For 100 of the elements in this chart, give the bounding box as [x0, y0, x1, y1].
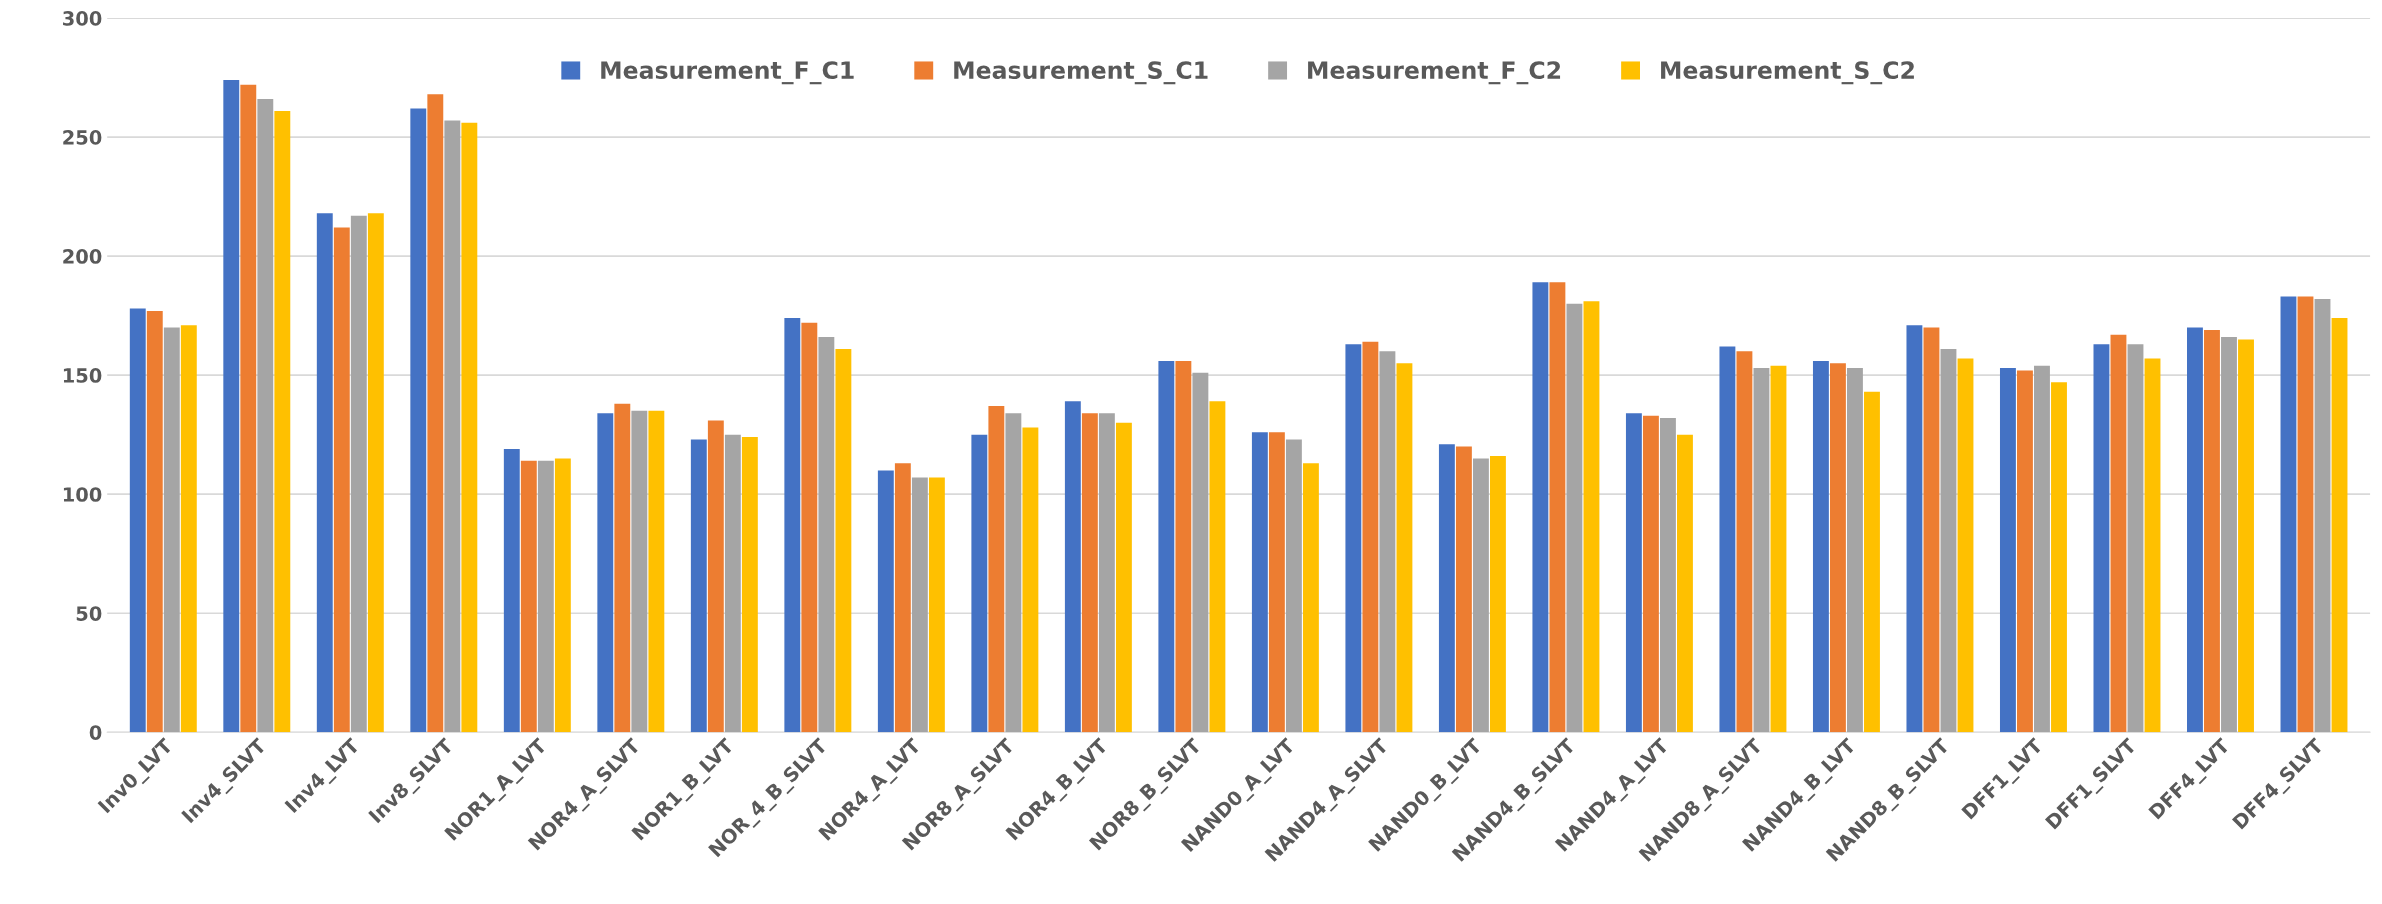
bar	[461, 122, 478, 733]
bar	[1566, 303, 1583, 733]
bar	[1719, 346, 1736, 733]
bar	[1736, 351, 1753, 733]
bar	[971, 434, 988, 733]
bar	[1175, 360, 1192, 733]
bar	[911, 477, 928, 733]
bar	[537, 460, 554, 733]
bar	[1847, 368, 1863, 733]
bar	[554, 458, 571, 733]
bar	[1158, 360, 1175, 733]
bar	[741, 437, 758, 733]
bar	[1642, 415, 1659, 733]
bar	[1064, 401, 1081, 733]
bar	[1677, 434, 1693, 733]
bar	[1829, 363, 1846, 733]
bar	[988, 406, 1005, 733]
bar	[1345, 344, 1362, 733]
bar	[1489, 456, 1506, 733]
bar	[1906, 325, 1923, 733]
bar	[2331, 318, 2348, 733]
y-tick-label: 150	[63, 368, 102, 383]
bar	[1302, 463, 1319, 733]
bar	[1251, 432, 1268, 733]
bar	[1999, 368, 2016, 733]
bar	[223, 79, 240, 733]
bar	[1285, 439, 1302, 733]
legend-label: Measurement_S_C1	[954, 61, 1208, 85]
bar	[1549, 282, 1566, 733]
bar	[928, 477, 945, 733]
bar	[2034, 365, 2050, 733]
bar	[316, 213, 333, 733]
legend-label: Measurement_F_C1	[601, 61, 854, 85]
bar	[444, 120, 461, 733]
bar	[1438, 444, 1455, 733]
bar	[350, 215, 367, 733]
bar	[1268, 432, 1285, 733]
bar	[1022, 427, 1039, 733]
bar	[1957, 358, 1974, 733]
bar	[2093, 344, 2110, 733]
bar	[1362, 341, 1379, 733]
bar	[1753, 368, 1770, 733]
bar	[2314, 298, 2331, 733]
bar	[894, 463, 911, 733]
legend-label: Measurement_F_C2	[1308, 61, 1561, 85]
bar	[1115, 422, 1132, 733]
bar	[784, 318, 801, 733]
bar	[1940, 348, 1957, 733]
bar	[1625, 413, 1642, 733]
bar	[2238, 339, 2254, 733]
bar	[1098, 413, 1115, 733]
y-tick-label: 100	[63, 487, 102, 502]
bar	[1583, 301, 1600, 733]
bar	[163, 327, 180, 733]
bar	[2280, 296, 2297, 733]
bar	[690, 439, 707, 733]
y-tick-label: 250	[63, 130, 102, 145]
y-tick-label: 200	[63, 249, 102, 264]
bar	[1864, 391, 1880, 733]
bar	[1812, 360, 1829, 733]
bar	[2221, 337, 2237, 733]
bar	[707, 420, 724, 733]
bar	[801, 322, 818, 733]
bar	[631, 410, 648, 733]
bar	[818, 337, 835, 733]
bar	[146, 310, 163, 733]
bar	[1923, 327, 1940, 733]
bar	[257, 99, 274, 733]
bar	[333, 227, 350, 733]
bar	[2110, 334, 2127, 733]
bar	[877, 470, 894, 733]
bar	[835, 348, 852, 733]
bar	[648, 410, 665, 733]
bar	[2051, 382, 2067, 733]
legend-label: Measurement_S_C2	[1661, 61, 1914, 85]
bar	[1209, 401, 1226, 733]
bar	[129, 308, 146, 733]
bar	[1770, 365, 1787, 733]
bar	[367, 213, 384, 733]
bar	[2187, 327, 2203, 733]
bar	[503, 448, 520, 733]
bar	[240, 84, 257, 733]
bar	[2297, 296, 2314, 733]
bar	[1192, 372, 1209, 733]
bar	[724, 434, 741, 733]
bar	[1005, 413, 1022, 733]
bar	[597, 413, 614, 733]
bar	[2127, 344, 2144, 733]
bar	[1379, 351, 1396, 733]
bar	[410, 108, 427, 733]
bar	[2204, 329, 2220, 733]
bar	[2017, 370, 2033, 733]
y-tick-label: 300	[63, 11, 102, 26]
bar	[427, 94, 444, 733]
bar	[1396, 363, 1413, 733]
bar	[1532, 282, 1549, 733]
bar	[2144, 358, 2161, 733]
y-tick-label: 50	[76, 606, 102, 621]
bar	[1472, 458, 1489, 733]
bar	[1455, 446, 1472, 733]
